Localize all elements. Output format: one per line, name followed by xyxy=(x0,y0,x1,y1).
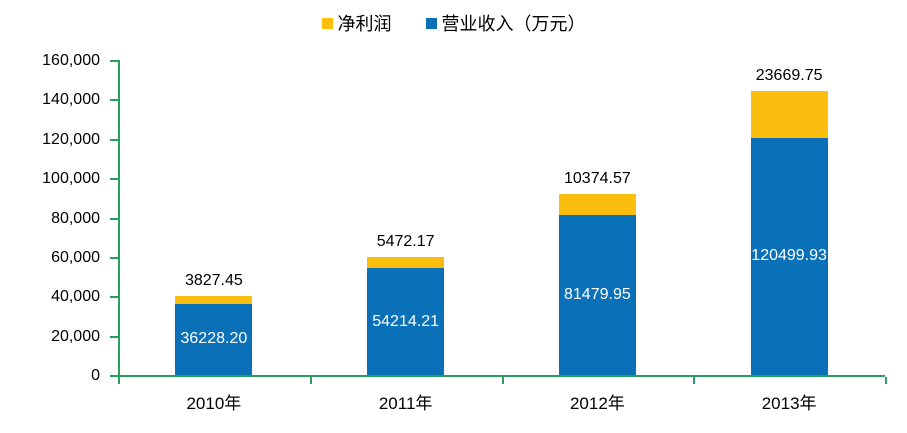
bar-label-profit-total: 23669.75 xyxy=(755,67,823,85)
x-axis-line xyxy=(118,375,885,377)
legend-swatch-revenue xyxy=(425,17,437,29)
y-tick-label: 0 xyxy=(91,367,100,384)
x-tick-mark xyxy=(885,377,887,384)
bar-segment-profit xyxy=(367,257,445,269)
y-tick-mark xyxy=(110,375,118,377)
x-tick-mark xyxy=(309,377,312,384)
x-tick-mark xyxy=(118,377,120,384)
bar-segment-profit xyxy=(175,296,253,304)
x-tick-mark xyxy=(501,377,504,384)
bar-segment-profit xyxy=(750,91,828,138)
bar-segment-revenue xyxy=(750,137,828,375)
y-axis-line xyxy=(118,60,120,377)
bar-label-profit-total: 3827.45 xyxy=(184,272,243,290)
y-tick-mark xyxy=(110,296,118,299)
y-tick-label: 140,000 xyxy=(42,91,100,109)
y-tick-label: 160,000 xyxy=(42,52,100,69)
bar-label-profit-total: 5472.17 xyxy=(376,233,435,251)
y-tick-mark xyxy=(110,60,118,62)
bar-label-revenue: 81479.95 xyxy=(564,285,631,303)
legend-label-net-profit: 净利润 xyxy=(337,14,392,34)
x-tick-mark xyxy=(693,377,696,384)
y-tick-mark xyxy=(110,178,118,181)
bar-label-profit-total: 10374.57 xyxy=(564,170,631,188)
bar-label-revenue: 36228.20 xyxy=(180,330,248,348)
legend-item-net-profit: 净利润 xyxy=(321,10,392,36)
x-tick-label: 2011年 xyxy=(378,394,433,413)
y-tick-label: 20,000 xyxy=(51,327,100,345)
y-tick-label: 60,000 xyxy=(51,248,100,266)
y-tick-mark xyxy=(110,138,118,141)
legend-swatch-net-profit xyxy=(321,17,333,29)
x-tick-label: 2013年 xyxy=(761,394,817,413)
bar-segment-revenue xyxy=(175,303,253,375)
bar-segment-revenue xyxy=(367,268,445,375)
y-tick-mark xyxy=(110,217,118,220)
bar-label-revenue: 120499.93 xyxy=(751,247,827,265)
legend-item-revenue: 营业收入（万元） xyxy=(425,10,586,36)
y-tick-label: 80,000 xyxy=(51,209,100,227)
y-tick-label: 40,000 xyxy=(51,288,100,306)
y-tick-label: 120,000 xyxy=(42,130,100,148)
chart-legend: 净利润 营业收入（万元） xyxy=(0,10,907,36)
x-tick-label: 2012年 xyxy=(569,394,625,413)
bar-label-revenue: 54214.21 xyxy=(372,312,439,330)
y-tick-label: 100,000 xyxy=(42,170,100,188)
y-tick-mark xyxy=(110,256,118,259)
x-tick-label: 2010年 xyxy=(186,394,242,413)
bar-segment-profit xyxy=(558,194,636,215)
bar-segment-revenue xyxy=(558,214,636,375)
y-tick-mark xyxy=(110,335,118,338)
y-tick-mark xyxy=(110,99,118,102)
legend-label-revenue: 营业收入（万元） xyxy=(441,14,586,34)
